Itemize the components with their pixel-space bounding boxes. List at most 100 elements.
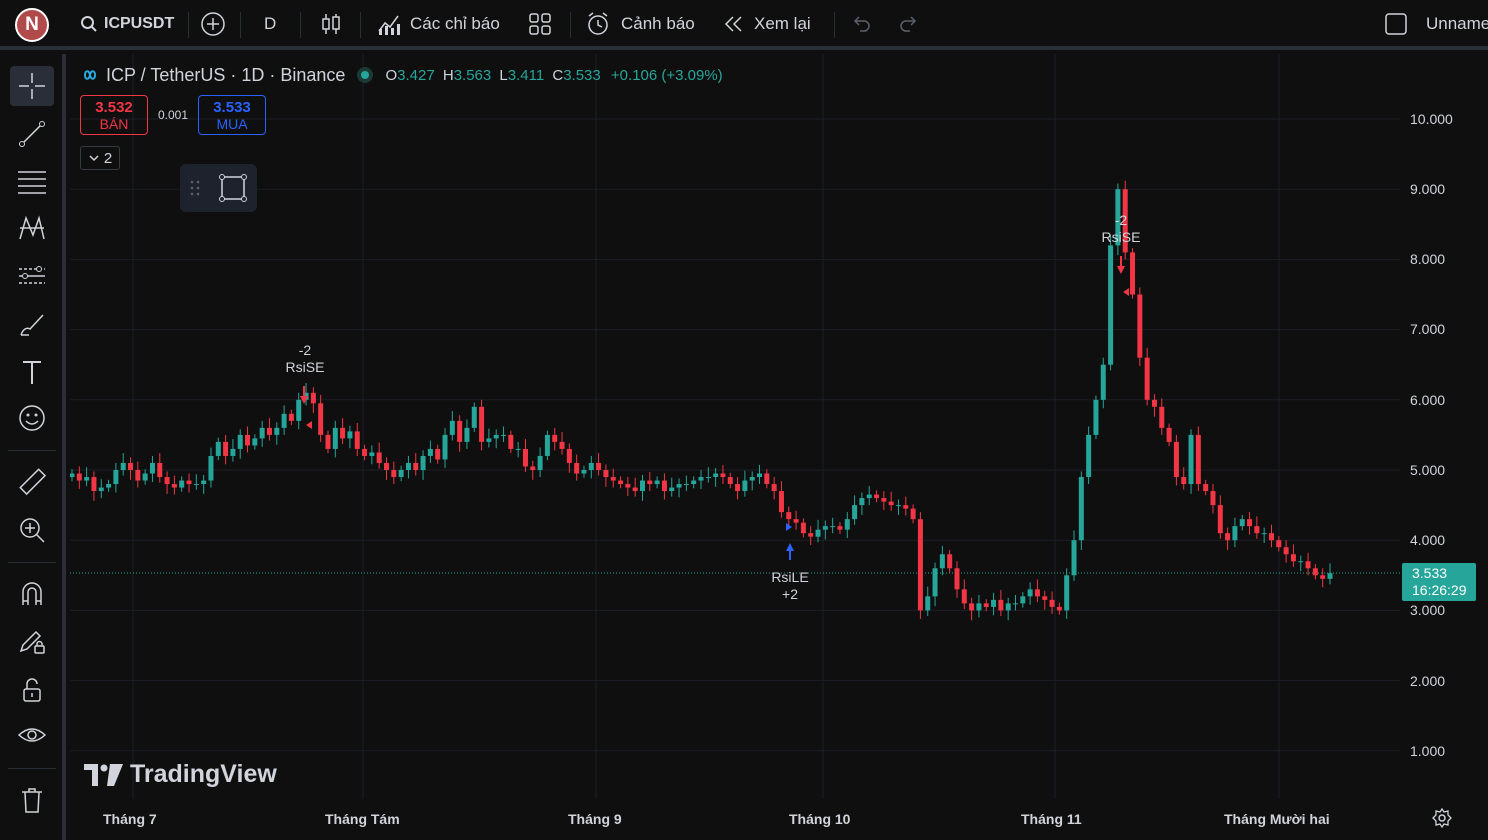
candle	[1042, 590, 1048, 610]
change-value: +0.106 (+3.09%)	[610, 66, 723, 84]
candle-body	[588, 462, 594, 470]
signal-label-1: -2 RsiSE	[283, 342, 327, 376]
candle-body	[164, 477, 170, 485]
ruler-icon	[19, 468, 47, 496]
undo-icon	[853, 16, 870, 32]
chart-pane[interactable]: -2 RsiSE RsiLE +2 -2 RsiSE ICP / TetherU…	[70, 54, 1488, 840]
compare-symbol-button[interactable]	[200, 0, 226, 48]
symbol-title: ICP / TetherUS · 1D · Binance	[106, 64, 346, 85]
candle-body	[442, 434, 448, 460]
interval-button[interactable]: D	[264, 0, 276, 48]
user-avatar[interactable]: N	[15, 8, 49, 42]
emoji-tool[interactable]	[10, 398, 54, 438]
magnet-icon	[22, 582, 42, 605]
candle-body	[193, 484, 199, 486]
candle-body	[259, 427, 265, 439]
hide-drawings-tool[interactable]	[10, 716, 54, 756]
horizontal-lines-icon	[18, 171, 46, 194]
text-tool[interactable]	[10, 352, 54, 392]
price-axis-label: 6.000	[1410, 392, 1446, 408]
candle	[186, 473, 192, 493]
candle	[76, 466, 82, 489]
ohlc-values: O3.427 H3.563 L3.411 C3.533 +0.106 (+3.0…	[385, 66, 723, 84]
candle	[318, 394, 324, 442]
indicator-count: 2	[103, 149, 113, 167]
candle	[661, 473, 667, 500]
candle	[245, 426, 251, 453]
price-chart[interactable]	[70, 54, 1488, 840]
candle-body	[1188, 434, 1194, 485]
candle-body	[815, 529, 821, 537]
symbol-search-button[interactable]: ICPUSDT	[80, 0, 174, 48]
candle-body	[998, 599, 1004, 611]
pattern-tool[interactable]	[10, 208, 54, 248]
candle-body	[1276, 540, 1282, 548]
candle	[149, 455, 155, 482]
plus-circle-icon	[201, 12, 225, 36]
candle	[1312, 564, 1318, 580]
candle-body	[742, 480, 748, 492]
redo-button[interactable]	[898, 0, 920, 48]
candle-body	[808, 533, 814, 537]
lock-all-tool[interactable]	[10, 670, 54, 710]
settings-gear-icon[interactable]	[1431, 807, 1453, 829]
fib-tool[interactable]	[10, 162, 54, 202]
candle	[1173, 434, 1179, 486]
measure-tool[interactable]	[10, 462, 54, 502]
indicators-collapse-button[interactable]: 2	[80, 146, 120, 170]
candle-body	[391, 470, 397, 478]
lock-drawings-tool[interactable]	[10, 622, 54, 662]
candle	[391, 461, 397, 485]
candle-body	[1203, 484, 1209, 492]
candle	[398, 465, 404, 482]
candle	[976, 594, 982, 618]
candle-body	[1232, 526, 1238, 541]
buy-button[interactable]: 3.533 MUA	[198, 95, 266, 135]
chart-type-button[interactable]	[318, 0, 344, 48]
candle-body	[1166, 427, 1172, 442]
sell-fill-marker-2	[1123, 288, 1129, 296]
brush-tool[interactable]	[10, 304, 54, 344]
price-axis-label: 10.000	[1410, 111, 1453, 127]
candle	[1086, 426, 1092, 485]
undo-button[interactable]	[850, 0, 872, 48]
trend-line-tool[interactable]	[10, 114, 54, 154]
signal-label-2: RsiLE +2	[768, 569, 812, 603]
replay-label: Xem lại	[754, 14, 811, 33]
candle-body	[501, 434, 507, 436]
candle	[1166, 423, 1172, 447]
candle	[288, 409, 294, 426]
magnet-tool[interactable]	[10, 574, 54, 614]
sell-button[interactable]: 3.532 BÁN	[80, 95, 148, 135]
candle-body	[822, 526, 828, 530]
layout-menu-button[interactable]: Unnamed	[1384, 0, 1488, 48]
drag-handle-icon[interactable]	[189, 178, 201, 198]
candle-body	[888, 501, 894, 506]
candle-body	[1254, 526, 1260, 534]
zoom-tool[interactable]	[10, 510, 54, 550]
candle	[252, 434, 258, 450]
candle-body	[1064, 575, 1070, 611]
floating-drawing-toolbar[interactable]	[180, 164, 257, 212]
crosshair-tool[interactable]	[10, 66, 54, 106]
rectangle-tool-icon[interactable]	[218, 173, 248, 203]
candle-body	[735, 484, 741, 492]
replay-button[interactable]: Xem lại	[722, 0, 811, 48]
candle-body	[362, 448, 368, 456]
candle	[135, 461, 141, 488]
indicators-button[interactable]: Các chỉ báo	[376, 0, 500, 48]
symbol-legend[interactable]: ICP / TetherUS · 1D · Binance O3.427 H3.…	[80, 64, 723, 86]
remove-drawings-tool[interactable]	[10, 780, 54, 820]
last-price: 3.533	[1412, 565, 1448, 581]
candle	[1020, 592, 1026, 608]
candle-body	[281, 413, 287, 428]
candle	[815, 519, 821, 543]
alerts-button[interactable]: Cảnh báo	[585, 0, 695, 48]
forecast-tool[interactable]	[10, 256, 54, 296]
templates-button[interactable]	[528, 0, 552, 48]
signal-qty: -2	[1114, 212, 1128, 228]
candle	[70, 469, 75, 482]
candle	[910, 504, 916, 524]
candle	[128, 457, 134, 480]
candle	[354, 422, 360, 456]
